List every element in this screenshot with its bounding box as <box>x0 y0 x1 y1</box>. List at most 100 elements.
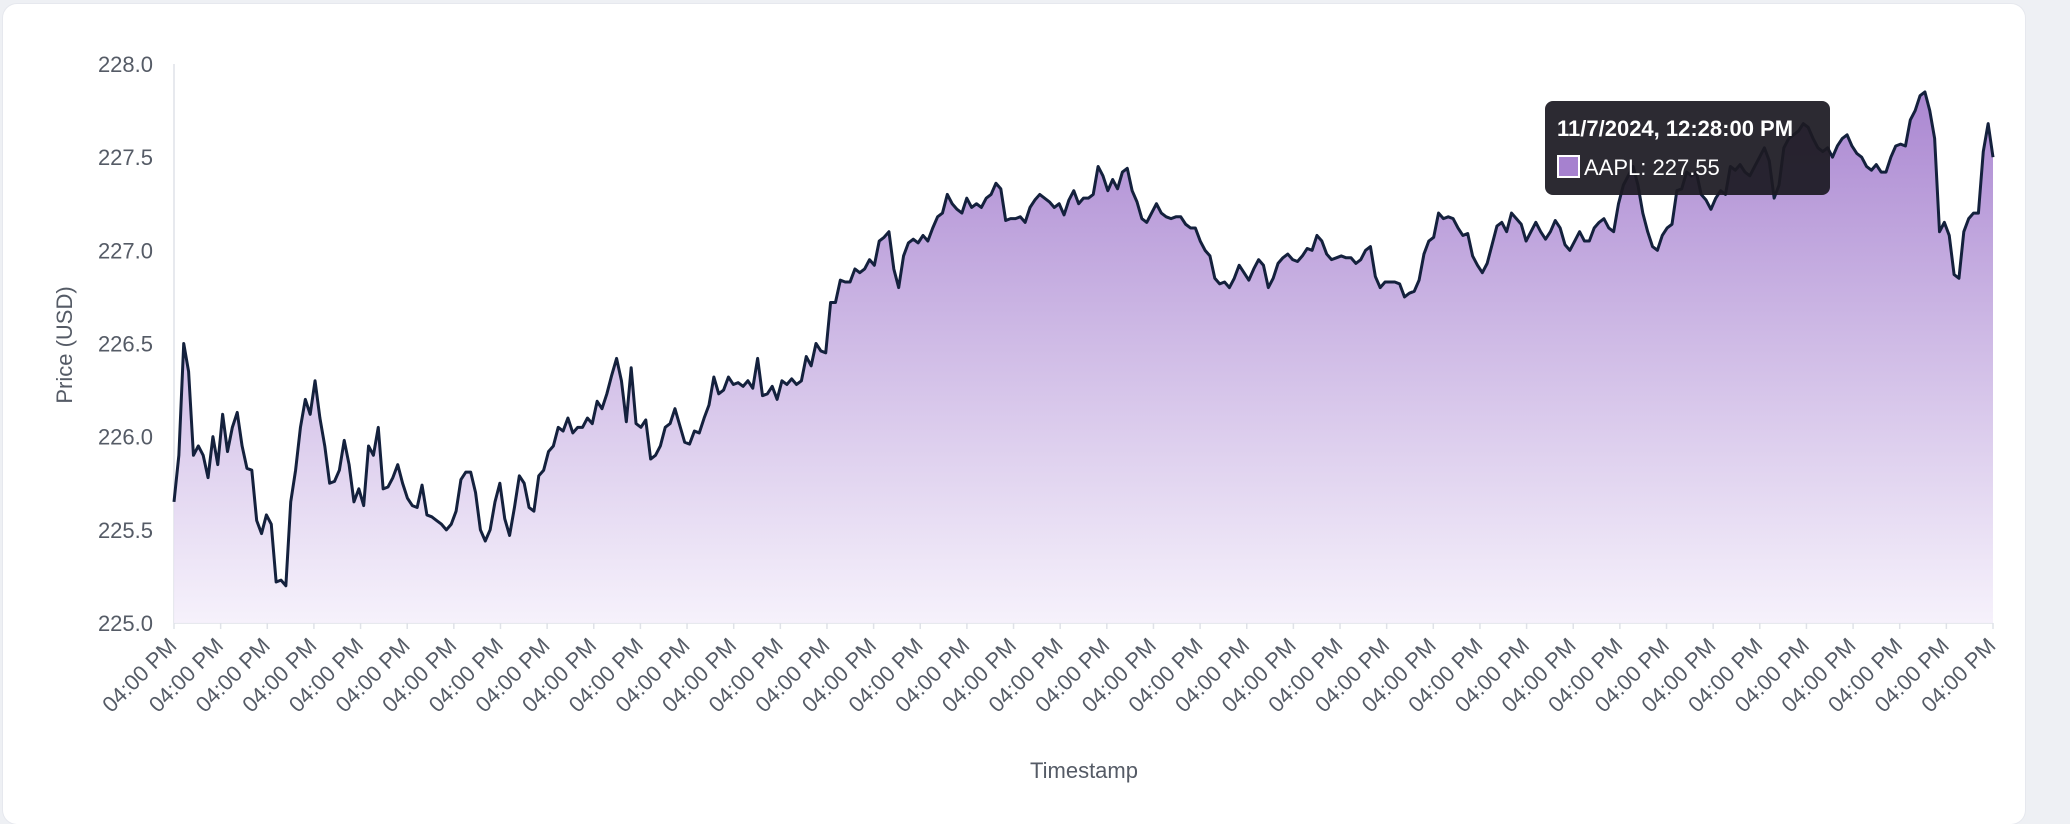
data-point[interactable] <box>1276 261 1280 265</box>
data-point[interactable] <box>1437 211 1441 215</box>
data-point[interactable] <box>264 513 268 517</box>
data-point[interactable] <box>1407 291 1411 295</box>
data-point[interactable] <box>415 505 419 509</box>
data-point[interactable] <box>1490 243 1494 247</box>
data-point[interactable] <box>474 491 478 495</box>
data-point[interactable] <box>1874 163 1878 167</box>
data-point[interactable] <box>503 517 507 521</box>
data-point[interactable] <box>1184 222 1188 226</box>
data-point[interactable] <box>1033 198 1037 202</box>
data-point[interactable] <box>444 528 448 532</box>
data-point[interactable] <box>979 205 983 209</box>
data-point[interactable] <box>1043 196 1047 200</box>
data-point[interactable] <box>1334 256 1338 260</box>
data-point[interactable] <box>600 407 604 411</box>
data-point[interactable] <box>1563 243 1567 247</box>
data-point[interactable] <box>868 258 872 262</box>
data-point[interactable] <box>1879 170 1883 174</box>
data-point[interactable] <box>658 444 662 448</box>
data-point[interactable] <box>556 425 560 429</box>
data-point[interactable] <box>1835 144 1839 148</box>
data-point[interactable] <box>1028 205 1032 209</box>
data-point[interactable] <box>1096 164 1100 168</box>
data-point[interactable] <box>1378 286 1382 290</box>
data-point[interactable] <box>1086 196 1090 200</box>
data-point[interactable] <box>235 410 239 414</box>
data-point[interactable] <box>1223 280 1227 284</box>
data-point[interactable] <box>1660 233 1664 237</box>
data-point[interactable] <box>644 418 648 422</box>
data-point[interactable] <box>294 468 298 472</box>
data-point[interactable] <box>936 215 940 219</box>
data-point[interactable] <box>1582 239 1586 243</box>
data-point[interactable] <box>902 254 906 258</box>
data-point[interactable] <box>532 509 536 513</box>
data-point[interactable] <box>853 267 857 271</box>
data-point[interactable] <box>381 487 385 491</box>
data-point[interactable] <box>1062 213 1066 217</box>
data-point[interactable] <box>1154 202 1158 206</box>
data-point[interactable] <box>274 580 278 584</box>
data-point[interactable] <box>547 450 551 454</box>
data-point[interactable] <box>1655 248 1659 252</box>
data-point[interactable] <box>1651 245 1655 249</box>
data-point[interactable] <box>182 342 186 346</box>
data-point[interactable] <box>877 239 881 243</box>
data-point[interactable] <box>469 470 473 474</box>
data-point[interactable] <box>1704 198 1708 202</box>
data-point[interactable] <box>1641 211 1645 215</box>
data-point[interactable] <box>493 500 497 504</box>
data-point[interactable] <box>678 423 682 427</box>
data-point[interactable] <box>1169 217 1173 221</box>
data-point[interactable] <box>250 468 254 472</box>
data-point[interactable] <box>1300 254 1304 258</box>
data-point[interactable] <box>1471 254 1475 258</box>
data-point[interactable] <box>1198 239 1202 243</box>
data-point[interactable] <box>639 425 643 429</box>
data-point[interactable] <box>1140 217 1144 221</box>
data-point[interactable] <box>1330 258 1334 262</box>
data-point[interactable] <box>1441 217 1445 221</box>
data-point[interactable] <box>362 504 366 508</box>
data-point[interactable] <box>1082 196 1086 200</box>
data-point[interactable] <box>702 416 706 420</box>
data-point[interactable] <box>1952 273 1956 277</box>
data-point[interactable] <box>537 474 541 478</box>
data-point[interactable] <box>1855 151 1859 155</box>
data-point[interactable] <box>1519 222 1523 226</box>
data-point[interactable] <box>1422 252 1426 256</box>
data-point[interactable] <box>483 539 487 543</box>
data-point[interactable] <box>1942 220 1946 224</box>
data-point[interactable] <box>717 392 721 396</box>
data-point[interactable] <box>1218 282 1222 286</box>
data-point[interactable] <box>1257 258 1261 262</box>
data-point[interactable] <box>1548 230 1552 234</box>
data-point[interactable] <box>697 431 701 435</box>
data-point[interactable] <box>435 519 439 523</box>
data-point[interactable] <box>269 522 273 526</box>
data-point[interactable] <box>1203 248 1207 252</box>
data-point[interactable] <box>1714 196 1718 200</box>
data-point[interactable] <box>1004 219 1008 223</box>
data-point[interactable] <box>454 509 458 513</box>
data-point[interactable] <box>994 181 998 185</box>
data-point[interactable] <box>692 429 696 433</box>
data-point[interactable] <box>1247 278 1251 282</box>
data-point[interactable] <box>756 356 760 360</box>
data-point[interactable] <box>1310 248 1314 252</box>
data-point[interactable] <box>649 457 653 461</box>
data-point[interactable] <box>668 422 672 426</box>
data-point[interactable] <box>775 397 779 401</box>
data-point[interactable] <box>624 420 628 424</box>
data-point[interactable] <box>1986 122 1990 126</box>
data-point[interactable] <box>1393 280 1397 284</box>
data-point[interactable] <box>1013 217 1017 221</box>
data-point[interactable] <box>1145 220 1149 224</box>
data-point[interactable] <box>1213 276 1217 280</box>
data-point[interactable] <box>1344 256 1348 260</box>
data-point[interactable] <box>824 351 828 355</box>
data-point[interactable] <box>303 397 307 401</box>
data-point[interactable] <box>1976 211 1980 215</box>
data-point[interactable] <box>731 382 735 386</box>
data-point[interactable] <box>1938 230 1942 234</box>
